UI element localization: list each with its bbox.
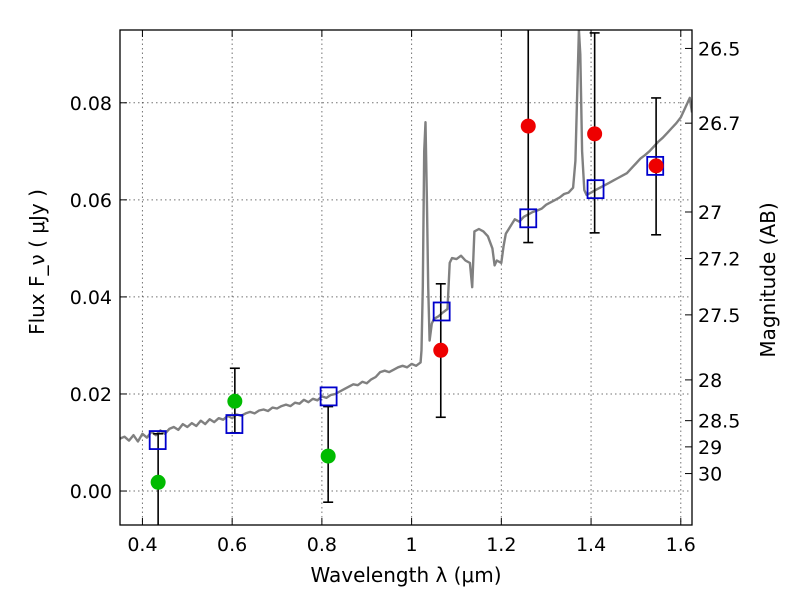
y-tick-label: 0.04 (70, 287, 112, 309)
observed-flux-point (433, 343, 448, 358)
x-axis-label: Wavelength λ (μm) (310, 563, 501, 587)
right-axis-label: Magnitude (AB) (756, 202, 780, 357)
y-tick-label: 0.00 (70, 481, 112, 503)
x-tick-label: 1.6 (666, 534, 696, 556)
x-tick-label: 1.2 (486, 534, 516, 556)
right-tick-label: 30 (698, 464, 722, 486)
observed-flux-point (587, 126, 602, 141)
x-tick-label: 1 (406, 534, 418, 556)
data-series (120, 5, 692, 560)
right-tick-label: 26.5 (698, 38, 740, 60)
observed-flux-point (521, 119, 536, 134)
right-tick-label: 27.5 (698, 305, 740, 327)
grid (120, 30, 692, 525)
spectrum-chart: 0.4 0.6 0.8 1 1.2 1.4 1.6 0.00 0.02 0.04 0.06 0.08 2… (0, 0, 800, 600)
model-spectrum-line (120, 30, 692, 442)
observed-flux-point (321, 449, 336, 464)
y-tick-label: 0.06 (70, 190, 112, 212)
observed-flux-point (649, 158, 664, 173)
right-tick-label: 29 (698, 437, 722, 459)
ticks: 0.4 0.6 0.8 1 1.2 1.4 1.6 0.00 0.02 0.04 0.06 0.08 2… (70, 30, 741, 556)
right-tick-label: 26.7 (698, 113, 740, 135)
plot-frame (120, 30, 692, 525)
x-tick-label: 0.8 (307, 534, 337, 556)
x-tick-label: 0.4 (127, 534, 157, 556)
observed-flux-point (151, 475, 166, 490)
observed-flux-point (227, 394, 242, 409)
y-tick-label: 0.02 (70, 384, 112, 406)
right-tick-label: 27.2 (698, 249, 740, 271)
right-tick-label: 28.5 (698, 411, 740, 433)
x-tick-label: 0.6 (217, 534, 247, 556)
y-axis-label: Flux F_ν ( μJy ) (25, 189, 49, 335)
right-tick-label: 28 (698, 370, 722, 392)
x-tick-label: 1.4 (576, 534, 606, 556)
right-tick-label: 27 (698, 202, 722, 224)
y-tick-label: 0.08 (70, 93, 112, 115)
